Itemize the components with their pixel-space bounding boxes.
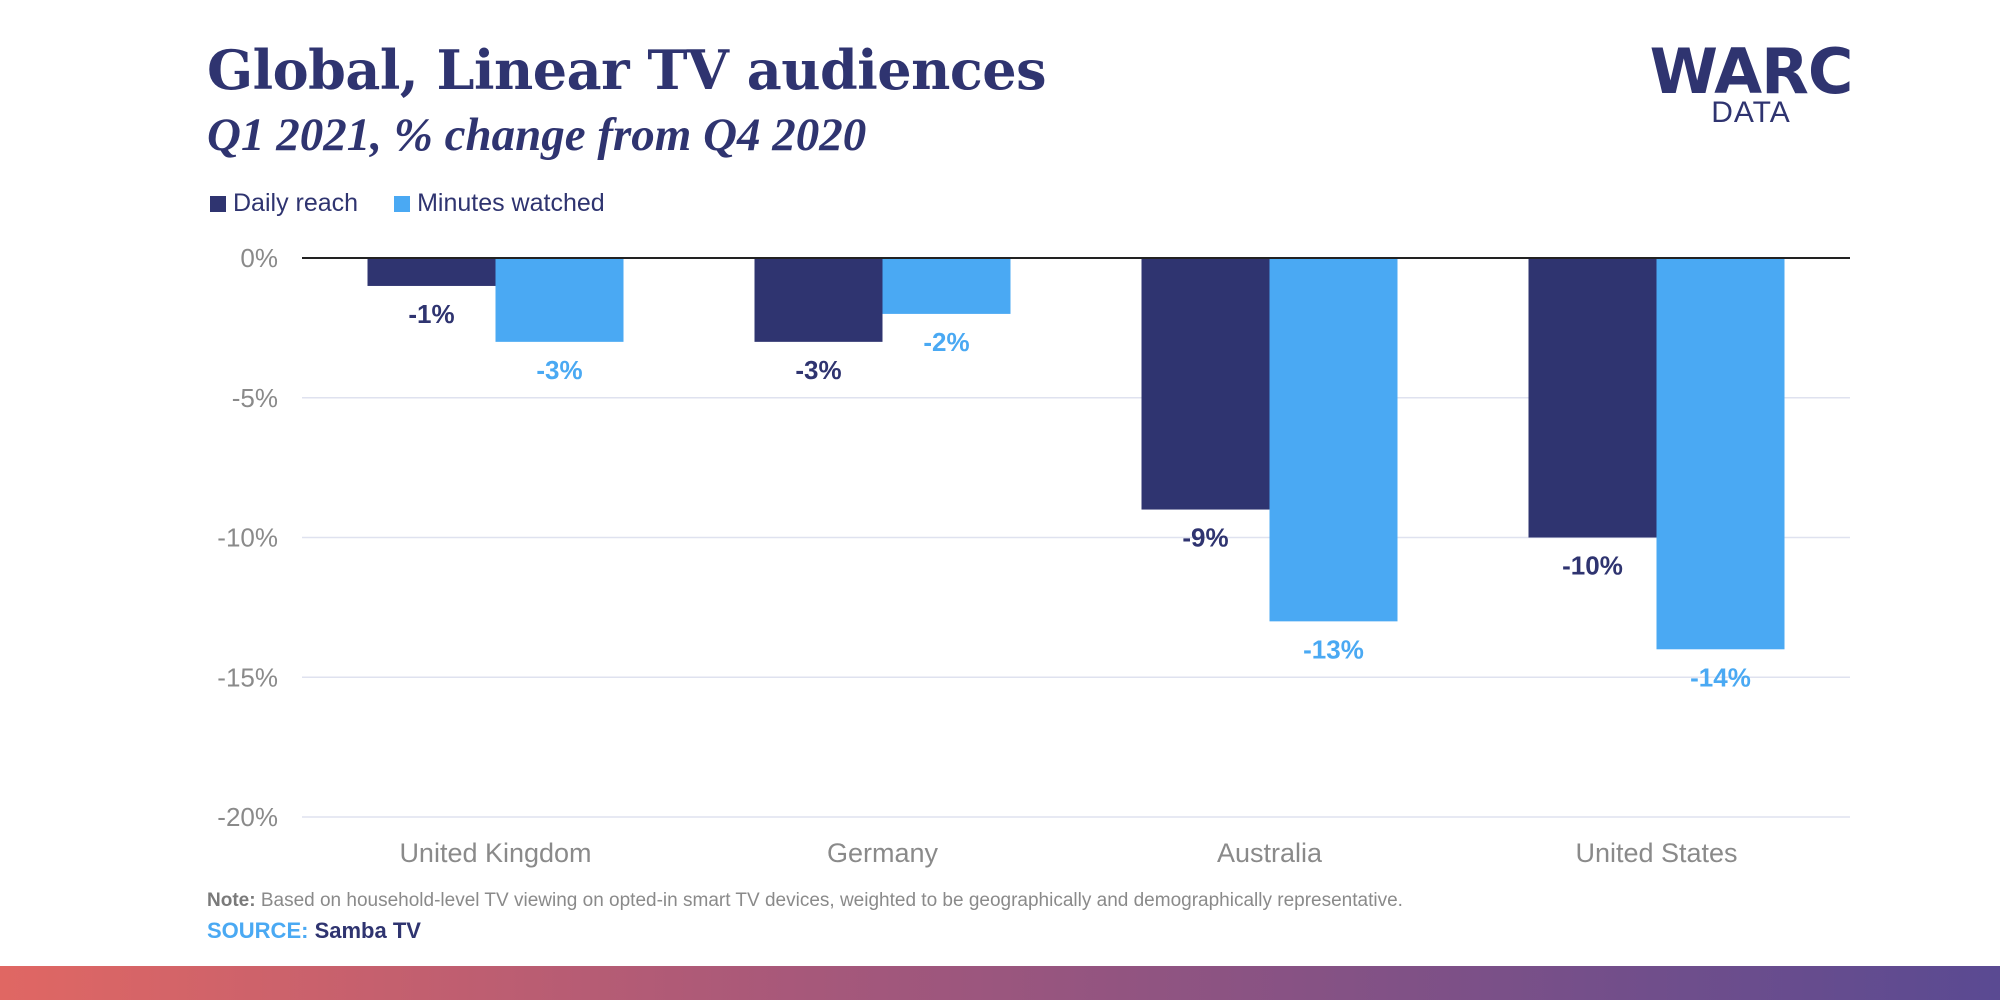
y-tick-label: 0% bbox=[240, 243, 278, 273]
source-line: SOURCE: Samba TV bbox=[207, 918, 421, 944]
y-tick-label: -20% bbox=[217, 802, 278, 832]
y-tick-label: -5% bbox=[232, 383, 278, 413]
footnote: Note: Based on household-level TV viewin… bbox=[207, 890, 1403, 912]
legend-swatch-daily-reach bbox=[210, 195, 226, 212]
bar-minutes-watched-united-kingdom bbox=[495, 258, 624, 342]
x-tick-label: United States bbox=[1575, 838, 1737, 868]
data-label-daily-reach-united-states: -10% bbox=[1562, 551, 1623, 581]
bar-daily-reach-germany bbox=[754, 258, 883, 342]
bar-daily-reach-united-kingdom bbox=[367, 258, 496, 286]
x-tick-label: Australia bbox=[1217, 838, 1323, 868]
data-label-minutes-watched-germany: -2% bbox=[923, 327, 969, 357]
source-value: Samba TV bbox=[308, 918, 421, 943]
data-label-minutes-watched-united-kingdom: -3% bbox=[536, 355, 582, 385]
bar-minutes-watched-australia bbox=[1269, 258, 1398, 622]
bar-minutes-watched-united-states bbox=[1656, 258, 1785, 650]
source-label: SOURCE: bbox=[207, 918, 309, 943]
legend-swatch-minutes-watched bbox=[394, 195, 411, 212]
chart-legend: Daily reach Minutes watched bbox=[210, 189, 641, 218]
warc-data-logo: WARC DATA bbox=[1640, 40, 1862, 128]
note-text: Based on household-level TV viewing on o… bbox=[255, 890, 1403, 911]
footer-gradient-bar bbox=[0, 966, 2000, 1000]
chart-title: Global, Linear TV audiences bbox=[207, 38, 1047, 102]
bar-minutes-watched-germany bbox=[882, 258, 1011, 314]
bar-layer bbox=[367, 258, 1785, 650]
bar-daily-reach-united-states bbox=[1528, 258, 1657, 538]
legend-label-daily-reach: Daily reach bbox=[233, 189, 359, 217]
legend-label-minutes-watched: Minutes watched bbox=[417, 189, 605, 217]
data-label-daily-reach-australia: -9% bbox=[1182, 523, 1228, 553]
data-label-daily-reach-germany: -3% bbox=[795, 355, 841, 385]
logo-wordmark: WARC bbox=[1649, 35, 1854, 108]
legend-item-minutes-watched: Minutes watched bbox=[394, 189, 605, 218]
data-label-daily-reach-united-kingdom: -1% bbox=[408, 299, 454, 329]
x-tick-label: United Kingdom bbox=[399, 838, 591, 868]
y-tick-label: -15% bbox=[217, 662, 278, 692]
legend-item-daily-reach: Daily reach bbox=[210, 189, 358, 218]
note-label: Note: bbox=[207, 890, 256, 911]
label-layer: 0% -5% -10% -15% -20% -1% -3% United Kingdom -3%… bbox=[217, 243, 1850, 868]
chart-subtitle: Q1 2021, % change from Q4 2020 bbox=[207, 109, 867, 161]
data-label-minutes-watched-australia: -13% bbox=[1303, 634, 1364, 664]
bar-chart: 0% -5% -10% -15% -20% -1% -3% United Kingdom -3%… bbox=[217, 243, 1850, 868]
logo-subtext: DATA bbox=[1711, 96, 1791, 129]
x-tick-label: Germany bbox=[827, 838, 939, 868]
bar-daily-reach-australia bbox=[1141, 258, 1270, 510]
y-tick-label: -10% bbox=[217, 523, 278, 553]
data-label-minutes-watched-united-states: -14% bbox=[1690, 662, 1751, 692]
